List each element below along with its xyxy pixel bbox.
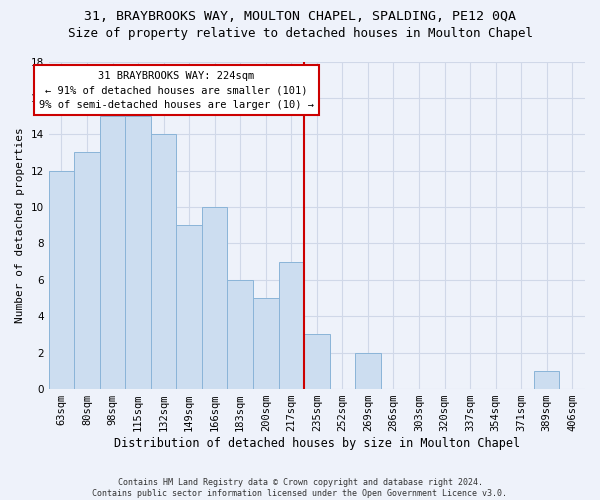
- Text: 31 BRAYBROOKS WAY: 224sqm
← 91% of detached houses are smaller (101)
9% of semi-: 31 BRAYBROOKS WAY: 224sqm ← 91% of detac…: [39, 70, 314, 110]
- Text: Size of property relative to detached houses in Moulton Chapel: Size of property relative to detached ho…: [67, 28, 533, 40]
- Bar: [227, 280, 253, 389]
- X-axis label: Distribution of detached houses by size in Moulton Chapel: Distribution of detached houses by size …: [114, 437, 520, 450]
- Bar: [100, 116, 125, 389]
- Bar: [355, 352, 380, 389]
- Bar: [304, 334, 329, 389]
- Y-axis label: Number of detached properties: Number of detached properties: [15, 128, 25, 323]
- Text: Contains HM Land Registry data © Crown copyright and database right 2024.
Contai: Contains HM Land Registry data © Crown c…: [92, 478, 508, 498]
- Bar: [278, 262, 304, 389]
- Bar: [202, 207, 227, 389]
- Bar: [534, 371, 559, 389]
- Text: 31, BRAYBROOKS WAY, MOULTON CHAPEL, SPALDING, PE12 0QA: 31, BRAYBROOKS WAY, MOULTON CHAPEL, SPAL…: [84, 10, 516, 23]
- Bar: [253, 298, 278, 389]
- Bar: [176, 226, 202, 389]
- Bar: [125, 116, 151, 389]
- Bar: [74, 152, 100, 389]
- Bar: [49, 170, 74, 389]
- Bar: [151, 134, 176, 389]
